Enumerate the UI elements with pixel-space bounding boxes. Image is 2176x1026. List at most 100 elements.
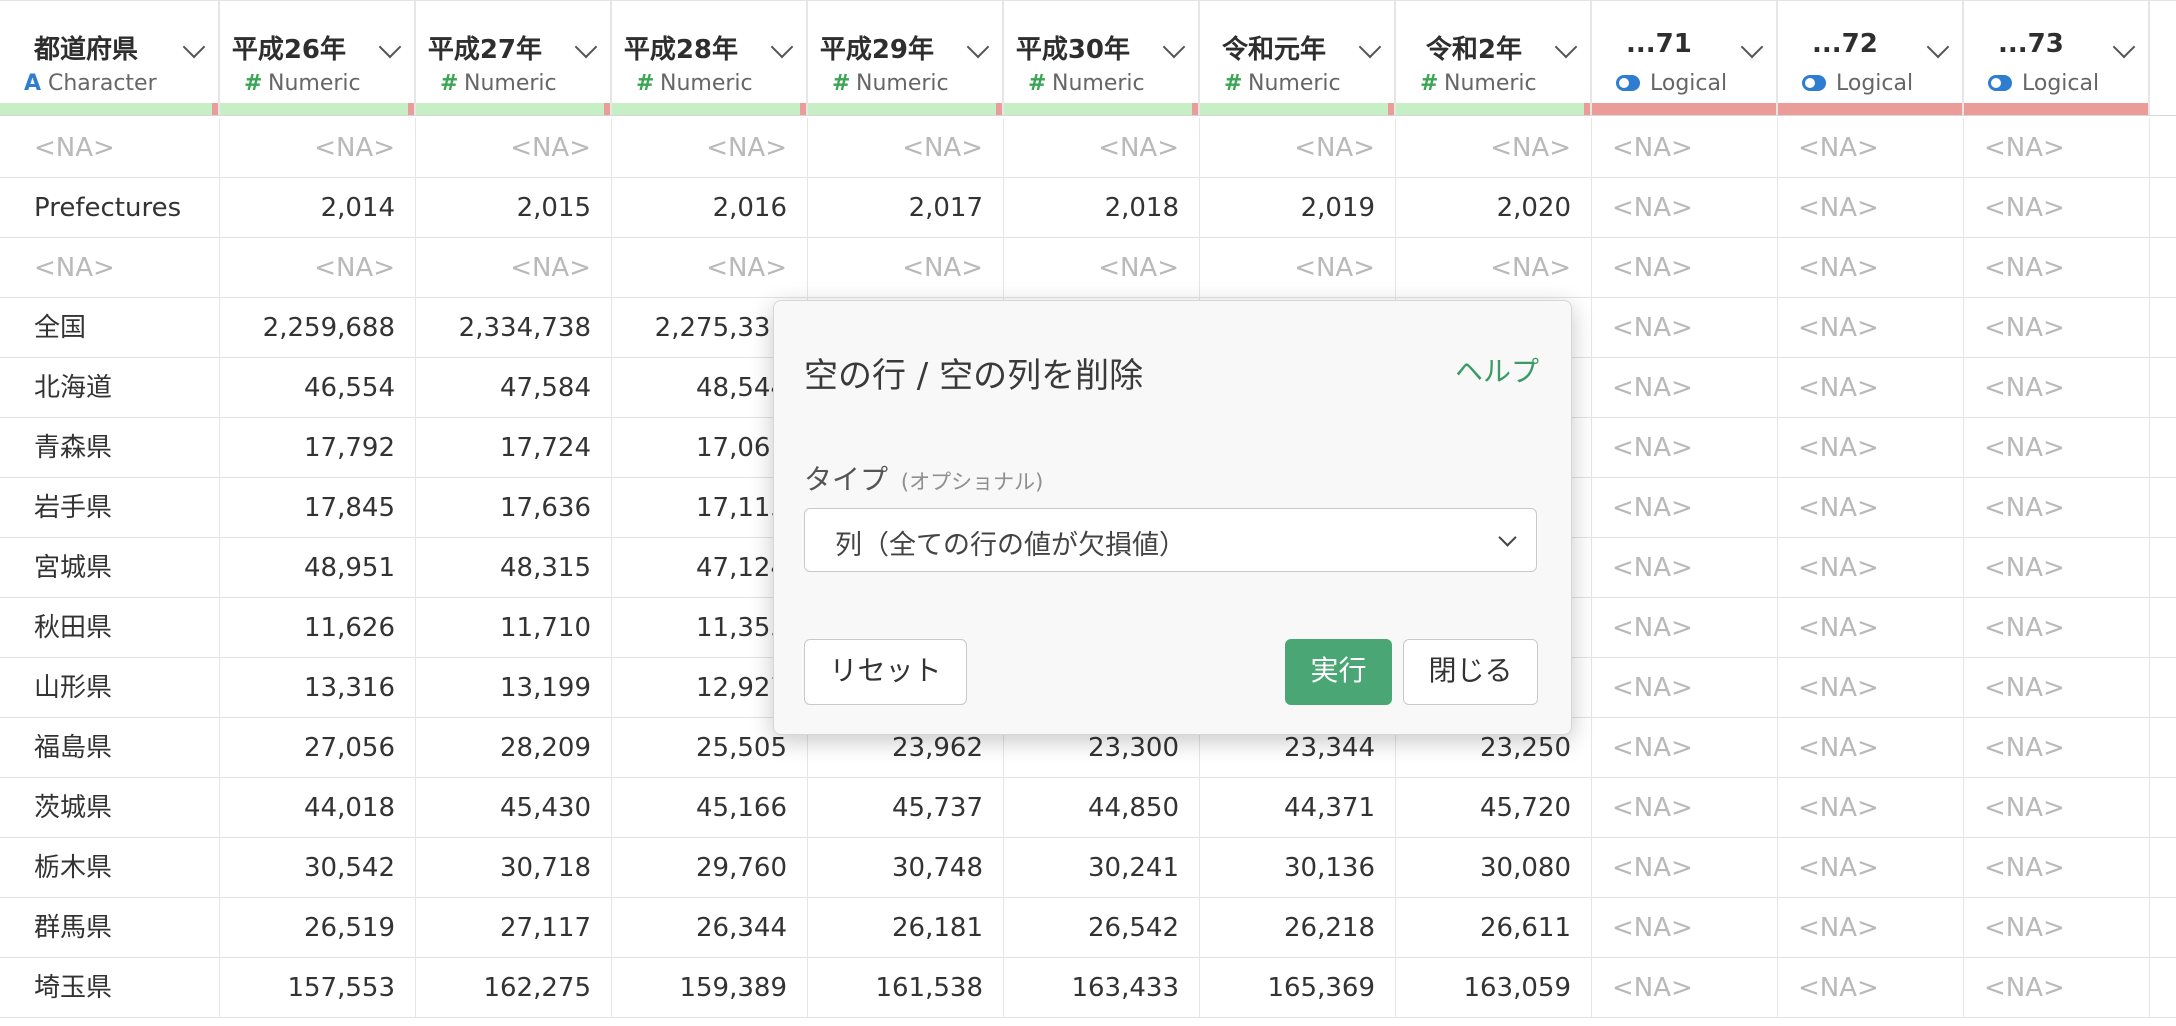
table-cell[interactable]: 27,056: [220, 718, 416, 778]
table-cell[interactable]: [1396, 658, 1592, 718]
table-cell[interactable]: 11,710: [416, 598, 612, 658]
table-cell[interactable]: <NA>: [0, 118, 220, 178]
table-cell[interactable]: 45,166: [612, 778, 808, 838]
table-cell[interactable]: 2,018: [1004, 178, 1200, 238]
table-cell[interactable]: 30,718: [416, 838, 612, 898]
table-cell[interactable]: [1396, 298, 1592, 358]
table-cell[interactable]: 17,061: [612, 418, 808, 478]
table-cell[interactable]: 栃木県: [0, 838, 220, 898]
table-cell[interactable]: <NA>: [808, 118, 1004, 178]
table-cell[interactable]: 44,371: [1200, 778, 1396, 838]
table-cell[interactable]: 23,250: [1396, 718, 1592, 778]
chevron-down-icon[interactable]: [966, 35, 990, 59]
table-cell[interactable]: <NA>: [612, 118, 808, 178]
column-header[interactable]: ...71 Logical: [1592, 1, 1778, 115]
table-cell[interactable]: 23,300: [1004, 718, 1200, 778]
table-cell[interactable]: <NA>: [612, 238, 808, 298]
chevron-down-icon[interactable]: [1358, 35, 1382, 59]
table-cell[interactable]: <NA>: [1964, 898, 2150, 958]
table-cell[interactable]: 山形県: [0, 658, 220, 718]
table-cell[interactable]: <NA>: [1396, 238, 1592, 298]
table-cell[interactable]: <NA>: [1778, 538, 1964, 598]
table-cell[interactable]: 27,117: [416, 898, 612, 958]
table-cell[interactable]: [1396, 538, 1592, 598]
table-cell[interactable]: <NA>: [1778, 778, 1964, 838]
table-cell[interactable]: 茨城県: [0, 778, 220, 838]
table-cell[interactable]: <NA>: [1778, 358, 1964, 418]
table-cell[interactable]: <NA>: [1778, 478, 1964, 538]
chevron-down-icon[interactable]: [1926, 35, 1950, 59]
table-cell[interactable]: 全国: [0, 298, 220, 358]
table-cell[interactable]: 44,018: [220, 778, 416, 838]
table-cell[interactable]: 159,389: [612, 958, 808, 1018]
table-cell[interactable]: <NA>: [1778, 598, 1964, 658]
table-cell[interactable]: <NA>: [1592, 298, 1778, 358]
table-cell[interactable]: 23,962: [808, 718, 1004, 778]
table-cell[interactable]: <NA>: [1592, 598, 1778, 658]
column-header[interactable]: 平成29年 # Numeric: [808, 1, 1004, 115]
chevron-down-icon[interactable]: [770, 35, 794, 59]
table-cell[interactable]: 26,611: [1396, 898, 1592, 958]
table-cell[interactable]: 11,353: [612, 598, 808, 658]
table-cell[interactable]: <NA>: [1592, 778, 1778, 838]
table-cell[interactable]: 2,015: [416, 178, 612, 238]
table-cell[interactable]: 162,275: [416, 958, 612, 1018]
table-cell[interactable]: 48,315: [416, 538, 612, 598]
table-cell[interactable]: <NA>: [220, 238, 416, 298]
table-cell[interactable]: 26,181: [808, 898, 1004, 958]
table-cell[interactable]: <NA>: [220, 118, 416, 178]
column-header[interactable]: ...73 Logical: [1964, 1, 2150, 115]
table-cell[interactable]: 163,059: [1396, 958, 1592, 1018]
table-cell[interactable]: 46,554: [220, 358, 416, 418]
reset-button[interactable]: リセット: [804, 639, 967, 705]
run-button[interactable]: 実行: [1285, 639, 1392, 705]
column-header[interactable]: ...72 Logical: [1778, 1, 1964, 115]
table-cell[interactable]: 11,626: [220, 598, 416, 658]
table-cell[interactable]: <NA>: [1964, 718, 2150, 778]
table-cell[interactable]: 岩手県: [0, 478, 220, 538]
table-cell[interactable]: <NA>: [1964, 778, 2150, 838]
table-cell[interactable]: <NA>: [1778, 958, 1964, 1018]
table-cell[interactable]: <NA>: [1592, 418, 1778, 478]
table-cell[interactable]: 25,505: [612, 718, 808, 778]
table-cell[interactable]: <NA>: [1778, 658, 1964, 718]
table-cell[interactable]: 161,538: [808, 958, 1004, 1018]
table-cell[interactable]: 165,369: [1200, 958, 1396, 1018]
table-cell[interactable]: <NA>: [1200, 118, 1396, 178]
table-cell[interactable]: 13,199: [416, 658, 612, 718]
table-cell[interactable]: 163,433: [1004, 958, 1200, 1018]
table-cell[interactable]: 47,584: [416, 358, 612, 418]
table-cell[interactable]: 157,553: [220, 958, 416, 1018]
column-header[interactable]: 平成30年 # Numeric: [1004, 1, 1200, 115]
table-cell[interactable]: [1396, 598, 1592, 658]
table-cell[interactable]: <NA>: [1592, 118, 1778, 178]
table-cell[interactable]: 26,519: [220, 898, 416, 958]
table-cell[interactable]: 45,737: [808, 778, 1004, 838]
table-cell[interactable]: <NA>: [1964, 418, 2150, 478]
table-cell[interactable]: <NA>: [808, 238, 1004, 298]
table-cell[interactable]: <NA>: [1004, 118, 1200, 178]
type-select[interactable]: 列（全ての行の値が欠損値）: [804, 508, 1537, 572]
table-cell[interactable]: <NA>: [1778, 238, 1964, 298]
table-cell[interactable]: 2,019: [1200, 178, 1396, 238]
table-cell[interactable]: <NA>: [1964, 298, 2150, 358]
table-cell[interactable]: <NA>: [1592, 718, 1778, 778]
table-cell[interactable]: 29,760: [612, 838, 808, 898]
chevron-down-icon[interactable]: [574, 35, 598, 59]
table-cell[interactable]: [1396, 358, 1592, 418]
table-cell[interactable]: <NA>: [1396, 118, 1592, 178]
column-header[interactable]: 平成28年 # Numeric: [612, 1, 808, 115]
table-cell[interactable]: <NA>: [1964, 358, 2150, 418]
table-cell[interactable]: <NA>: [416, 118, 612, 178]
table-cell[interactable]: <NA>: [1778, 178, 1964, 238]
chevron-down-icon[interactable]: [182, 35, 206, 59]
table-cell[interactable]: <NA>: [1592, 358, 1778, 418]
help-link[interactable]: ヘルプ: [1454, 355, 1539, 388]
table-cell[interactable]: <NA>: [1964, 478, 2150, 538]
table-cell[interactable]: <NA>: [1592, 958, 1778, 1018]
table-cell[interactable]: <NA>: [1778, 898, 1964, 958]
table-cell[interactable]: <NA>: [1592, 538, 1778, 598]
column-header[interactable]: 平成26年 # Numeric: [220, 1, 416, 115]
table-cell[interactable]: 45,430: [416, 778, 612, 838]
table-cell[interactable]: <NA>: [1592, 898, 1778, 958]
